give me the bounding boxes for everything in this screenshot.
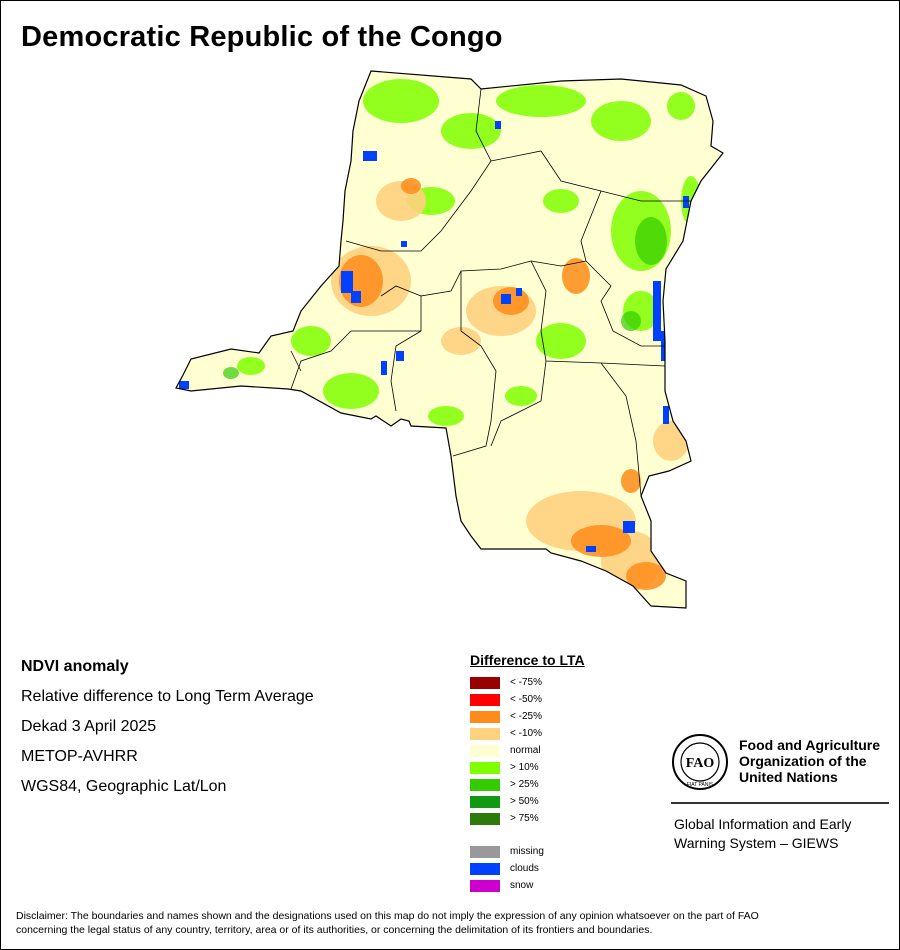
legend-label: < -25% (510, 711, 542, 722)
legend-swatch (470, 796, 500, 808)
fao-name-line-1: Food and Agriculture (739, 737, 881, 753)
disclaimer: Disclaimer: The boundaries and names sho… (16, 909, 886, 937)
legend-label: clouds (510, 863, 539, 874)
legend-label: snow (510, 880, 534, 891)
legend-title: Difference to LTA (470, 652, 585, 668)
info-heading: NDVI anomaly (21, 658, 129, 675)
legend-item: < -10% (470, 726, 650, 743)
legend-label: > 10% (510, 762, 539, 773)
legend-swatch (470, 880, 500, 892)
legend-label: > 50% (510, 796, 539, 807)
legend-swatch (470, 863, 500, 875)
legend-swatch (470, 762, 500, 774)
ndvi-anomaly-map (175, 70, 724, 609)
map-area (161, 56, 741, 616)
map-info: NDVI anomaly Relative difference to Long… (21, 657, 314, 807)
map-title: Democratic Republic of the Congo (21, 21, 503, 53)
legend-swatch (470, 728, 500, 740)
fao-name-line-3: United Nations (739, 769, 838, 785)
giews-label: Global Information and Early Warning Sys… (674, 815, 889, 853)
fao-logo-icon: FAO FIAT PANIS (672, 734, 728, 790)
legend-swatch (470, 779, 500, 791)
info-line-3: METOP-AVHRR (21, 748, 138, 765)
legend-items: < -75% < -50% < -25% < -10% normal > 10% > 25%… (470, 675, 650, 828)
giews-line-1: Global Information and Early (674, 816, 852, 832)
legend-item: < -50% (470, 692, 650, 709)
legend-item: missing (470, 844, 650, 861)
positive-anomaly-areas (237, 79, 701, 426)
legend-label: missing (510, 846, 544, 857)
legend-item: < -75% (470, 675, 650, 692)
disclaimer-line-1: Disclaimer: The boundaries and names sho… (16, 910, 759, 922)
legend-item: > 50% (470, 794, 650, 811)
legend-item: snow (470, 878, 650, 895)
legend-swatch (470, 677, 500, 689)
legend-label: < -50% (510, 694, 542, 705)
legend-item: clouds (470, 861, 650, 878)
fao-name-line-2: Organization of the (739, 753, 867, 769)
legend: Difference to LTA < -75% < -50% < -25% < -1… (470, 652, 650, 895)
legend-swatch (470, 813, 500, 825)
legend-extra-items: missing clouds snow (470, 844, 650, 895)
info-line-1: Relative difference to Long Term Average (21, 688, 314, 705)
info-line-2: Dekad 3 April 2025 (21, 718, 157, 735)
legend-item: > 75% (470, 811, 650, 828)
legend-item: > 25% (470, 777, 650, 794)
drc-country-outline (175, 70, 724, 609)
legend-item: > 10% (470, 760, 650, 777)
strong-positive-areas (223, 217, 667, 379)
legend-label: > 25% (510, 779, 539, 790)
fao-divider (671, 802, 889, 804)
legend-label: normal (510, 745, 541, 756)
legend-swatch (470, 711, 500, 723)
legend-label: < -10% (510, 728, 542, 739)
legend-swatch (470, 846, 500, 858)
fao-logo-text: FAO (686, 756, 715, 771)
info-line-4: WGS84, Geographic Lat/Lon (21, 778, 227, 795)
legend-swatch (470, 745, 500, 757)
legend-label: < -75% (510, 677, 542, 688)
fao-logo-motto: FIAT PANIS (687, 782, 714, 788)
anomaly-patches (179, 79, 701, 591)
legend-label: > 75% (510, 813, 539, 824)
province-boundaries (290, 88, 691, 497)
legend-swatch (470, 694, 500, 706)
legend-item: normal (470, 743, 650, 760)
legend-item: < -25% (470, 709, 650, 726)
giews-line-2: Warning System – GIEWS (674, 835, 839, 851)
disclaimer-line-2: concerning the legal status of any count… (16, 924, 653, 936)
fao-name: Food and Agriculture Organization of the… (739, 737, 899, 785)
